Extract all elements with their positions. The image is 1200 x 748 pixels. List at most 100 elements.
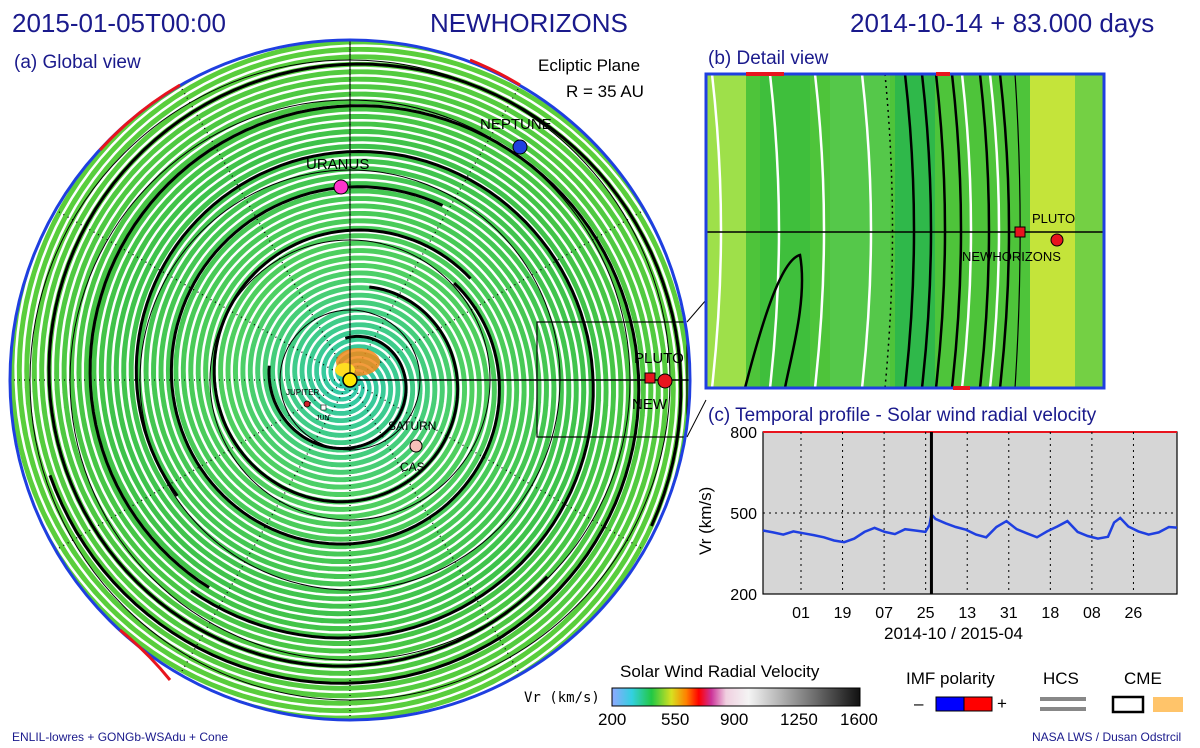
global-view	[8, 38, 707, 722]
streamline-6	[10, 74, 671, 716]
x-tick-5: 31	[1000, 605, 1018, 622]
x-tick-7: 08	[1083, 605, 1101, 622]
detail-pluto-label: PLUTO	[1032, 211, 1076, 226]
x-tick-2: 07	[875, 605, 893, 622]
detail-frame	[704, 72, 1106, 390]
detail-box	[536, 321, 688, 438]
detail-hcs-3	[950, 74, 963, 388]
colorbar-tick-900: 900	[720, 710, 749, 729]
imf-minus: –	[914, 694, 924, 713]
y-tick-1: 500	[730, 506, 757, 523]
sun-icon	[342, 372, 358, 388]
cme-fill-swatch	[1153, 697, 1183, 712]
chart-xlabel: 2014-10 / 2015-04	[884, 624, 1023, 643]
jun-label: JUN	[316, 415, 330, 422]
hcs-arc-3	[134, 149, 595, 640]
jupiter-label: JUPITER	[286, 388, 320, 397]
y-tick-2: 800	[730, 425, 757, 442]
jupiter-marker	[303, 400, 311, 408]
pluto-marker	[657, 373, 673, 389]
streamline-1	[21, 40, 649, 694]
detail-hcs	[903, 74, 1011, 388]
colorbar-strip	[611, 687, 861, 707]
hcs-arc-5	[47, 62, 683, 668]
radius-label: R = 35 AU	[566, 82, 644, 101]
colorbar-unit: Vr (km/s)	[524, 690, 600, 706]
detail-view	[704, 72, 1106, 390]
x-tick-4: 13	[958, 605, 976, 622]
chart-ylabel: Vr (km/s)	[696, 486, 715, 555]
colorbar-tick-200: 200	[598, 710, 627, 729]
pluto-label: PLUTO	[634, 350, 684, 367]
chart-title: (c) Temporal profile - Solar wind radial…	[708, 405, 1097, 426]
colorbar	[611, 687, 861, 707]
detail-streamline-4	[960, 74, 973, 388]
detail-view-title: (b) Detail view	[708, 48, 829, 69]
hcs-arc-2	[169, 185, 501, 546]
streamline-3	[36, 51, 690, 679]
colorbar-tick-1250: 1250	[780, 710, 818, 729]
detail-newhorizons-label: NEWHORIZONS	[962, 249, 1061, 264]
detail-streamline-2	[813, 74, 826, 388]
imf-negative-swatch	[935, 696, 965, 712]
x-tick-3: 25	[917, 605, 935, 622]
detail-streamline-0	[710, 74, 723, 388]
imf-positive-swatch	[963, 696, 993, 712]
cme-outline-swatch	[1111, 695, 1145, 714]
cas-label: CAS	[400, 460, 425, 474]
plane-label: Ecliptic Plane	[538, 56, 641, 75]
detail-hcs-2	[934, 74, 947, 388]
imf-red-arc	[98, 83, 181, 152]
series-line	[762, 511, 1178, 544]
neptune-label: NEPTUNE	[480, 116, 552, 133]
hcs-arc-4	[48, 104, 641, 685]
newhorizons-marker	[644, 372, 656, 384]
x-tick-6: 18	[1041, 605, 1059, 622]
streamline-0	[14, 40, 656, 701]
imf-red-arc-2	[469, 58, 521, 87]
footer-right: NASA LWS / Dusan Odstrcil	[1032, 730, 1182, 744]
x-tick-8: 26	[1125, 605, 1143, 622]
detail-streamline-3	[860, 74, 873, 388]
detail-streamline-1	[768, 74, 781, 388]
saturn-label: SATURN	[388, 419, 437, 433]
hcs-arc-0	[267, 334, 408, 450]
connector-bottom	[686, 399, 707, 438]
streamline-4	[44, 59, 686, 720]
saturn-marker	[409, 439, 423, 453]
colorbar-tick-1600: 1600	[840, 710, 878, 729]
temporal-chart: 01 19 07 25 13 31 18 08 26 200 500 800	[730, 425, 1178, 622]
colorbar-tick-550: 550	[661, 710, 690, 729]
uranus-marker	[333, 179, 349, 195]
footer-left: ENLIL-lowres + GONGb-WSAdu + Cone	[12, 730, 229, 744]
x-tick-0: 01	[792, 605, 810, 622]
spacecraft-title: NEWHORIZONS	[430, 8, 628, 38]
cme-legend-label: CME	[1124, 669, 1162, 688]
detail-pluto-marker	[1050, 233, 1064, 247]
y-tick-labels: 200 500 800	[730, 425, 757, 604]
new-label: NEW	[632, 396, 667, 413]
detail-streamline-5	[988, 74, 1001, 388]
neptune-marker	[512, 139, 528, 155]
elapsed-label: 2014-10-14 + 83.000 days	[850, 8, 1155, 38]
imf-legend-label: IMF polarity	[906, 669, 995, 688]
x-tick-labels: 01 19 07 25 13 31 18 08 26	[792, 605, 1142, 622]
hcs-legend-label: HCS	[1043, 669, 1079, 688]
colorbar-title: Solar Wind Radial Velocity	[620, 662, 820, 681]
detail-hcs-5	[998, 74, 1011, 388]
imf-plus: +	[997, 694, 1007, 713]
detail-streamlines	[710, 74, 1001, 388]
streamline-7	[10, 81, 664, 709]
plot-area	[762, 431, 1178, 595]
connector-top	[686, 299, 707, 323]
detail-hcs-0	[903, 74, 916, 388]
detail-hcs-4	[978, 74, 991, 388]
juno-marker	[320, 404, 327, 411]
datetime-label: 2015-01-05T00:00	[12, 8, 226, 38]
imf-red-arc-3	[119, 628, 172, 681]
detail-hcs-1	[920, 74, 933, 388]
x-tick-1: 19	[834, 605, 852, 622]
global-view-title: (a) Global view	[14, 52, 141, 73]
global-outline	[8, 38, 692, 722]
